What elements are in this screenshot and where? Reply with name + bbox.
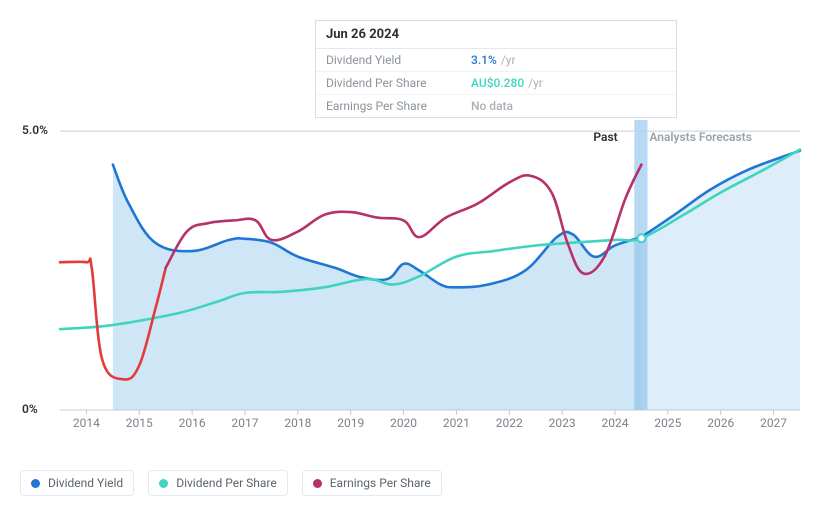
x-axis-label: 2020 <box>390 416 417 430</box>
tooltip-row: Dividend Yield3.1% /yr <box>316 49 676 72</box>
legend-dot-icon <box>313 479 322 488</box>
x-axis-label: 2025 <box>654 416 681 430</box>
series-area-dividend_yield_forecast <box>641 151 800 410</box>
legend-item[interactable]: Earnings Per Share <box>302 470 442 496</box>
tooltip-row: Dividend Per ShareAU$0.280/yr <box>316 72 676 95</box>
x-axis-ticks: 2014 2015 2016 2017 2018 2019 2020 2021 2022 2023… <box>20 416 805 434</box>
series-area-dividend_yield <box>113 165 642 410</box>
legend-dot-icon <box>159 479 168 488</box>
legend: Dividend Yield Dividend Per Share Earnings… <box>20 470 442 496</box>
series-marker-dividend_per_share <box>637 234 645 242</box>
tooltip-row-suffix: /yr <box>501 53 516 67</box>
tooltip-date: Jun 26 2024 <box>316 21 676 49</box>
chart-area[interactable]: 5.0%0% PastAnalysts Forecasts 2014201520… <box>20 110 805 435</box>
x-axis-label: 2024 <box>602 416 629 430</box>
x-axis-label: 2016 <box>179 416 206 430</box>
legend-label: Dividend Per Share <box>176 476 277 490</box>
x-axis-label: 2018 <box>284 416 311 430</box>
x-axis-label: 2027 <box>760 416 787 430</box>
tooltip-row-value: 3.1% <box>471 53 497 67</box>
tooltip-row-label: Dividend Yield <box>326 53 471 67</box>
legend-label: Dividend Yield <box>48 476 123 490</box>
tooltip-row-value: AU$0.280 <box>471 76 524 90</box>
legend-item[interactable]: Dividend Per Share <box>148 470 288 496</box>
x-axis-label: 2019 <box>337 416 364 430</box>
x-axis-label: 2021 <box>443 416 470 430</box>
chart-card: Jun 26 2024 Dividend Yield3.1%/yrDividen… <box>0 0 821 508</box>
x-axis-label: 2017 <box>232 416 259 430</box>
tooltip-row-label: Dividend Per Share <box>326 76 471 90</box>
tooltip-row-value: No data <box>471 99 513 113</box>
x-axis-label: 2026 <box>707 416 734 430</box>
tooltip-row-label: Earnings Per Share <box>326 99 471 113</box>
x-axis-label: 2022 <box>496 416 523 430</box>
legend-dot-icon <box>31 479 40 488</box>
x-axis-label: 2023 <box>549 416 576 430</box>
band-label-past: Past <box>593 130 617 144</box>
tooltip-row-suffix: /yr <box>528 76 543 90</box>
hover-tooltip: Jun 26 2024 Dividend Yield3.1%/yrDividen… <box>315 20 677 118</box>
chart-svg <box>20 110 805 435</box>
tooltip-row: Earnings Per ShareNo data <box>316 95 676 117</box>
x-axis-label: 2015 <box>126 416 153 430</box>
band-label-forecast: Analysts Forecasts <box>649 130 751 144</box>
legend-item[interactable]: Dividend Yield <box>20 470 134 496</box>
legend-label: Earnings Per Share <box>330 476 431 490</box>
x-axis-label: 2014 <box>73 416 100 430</box>
